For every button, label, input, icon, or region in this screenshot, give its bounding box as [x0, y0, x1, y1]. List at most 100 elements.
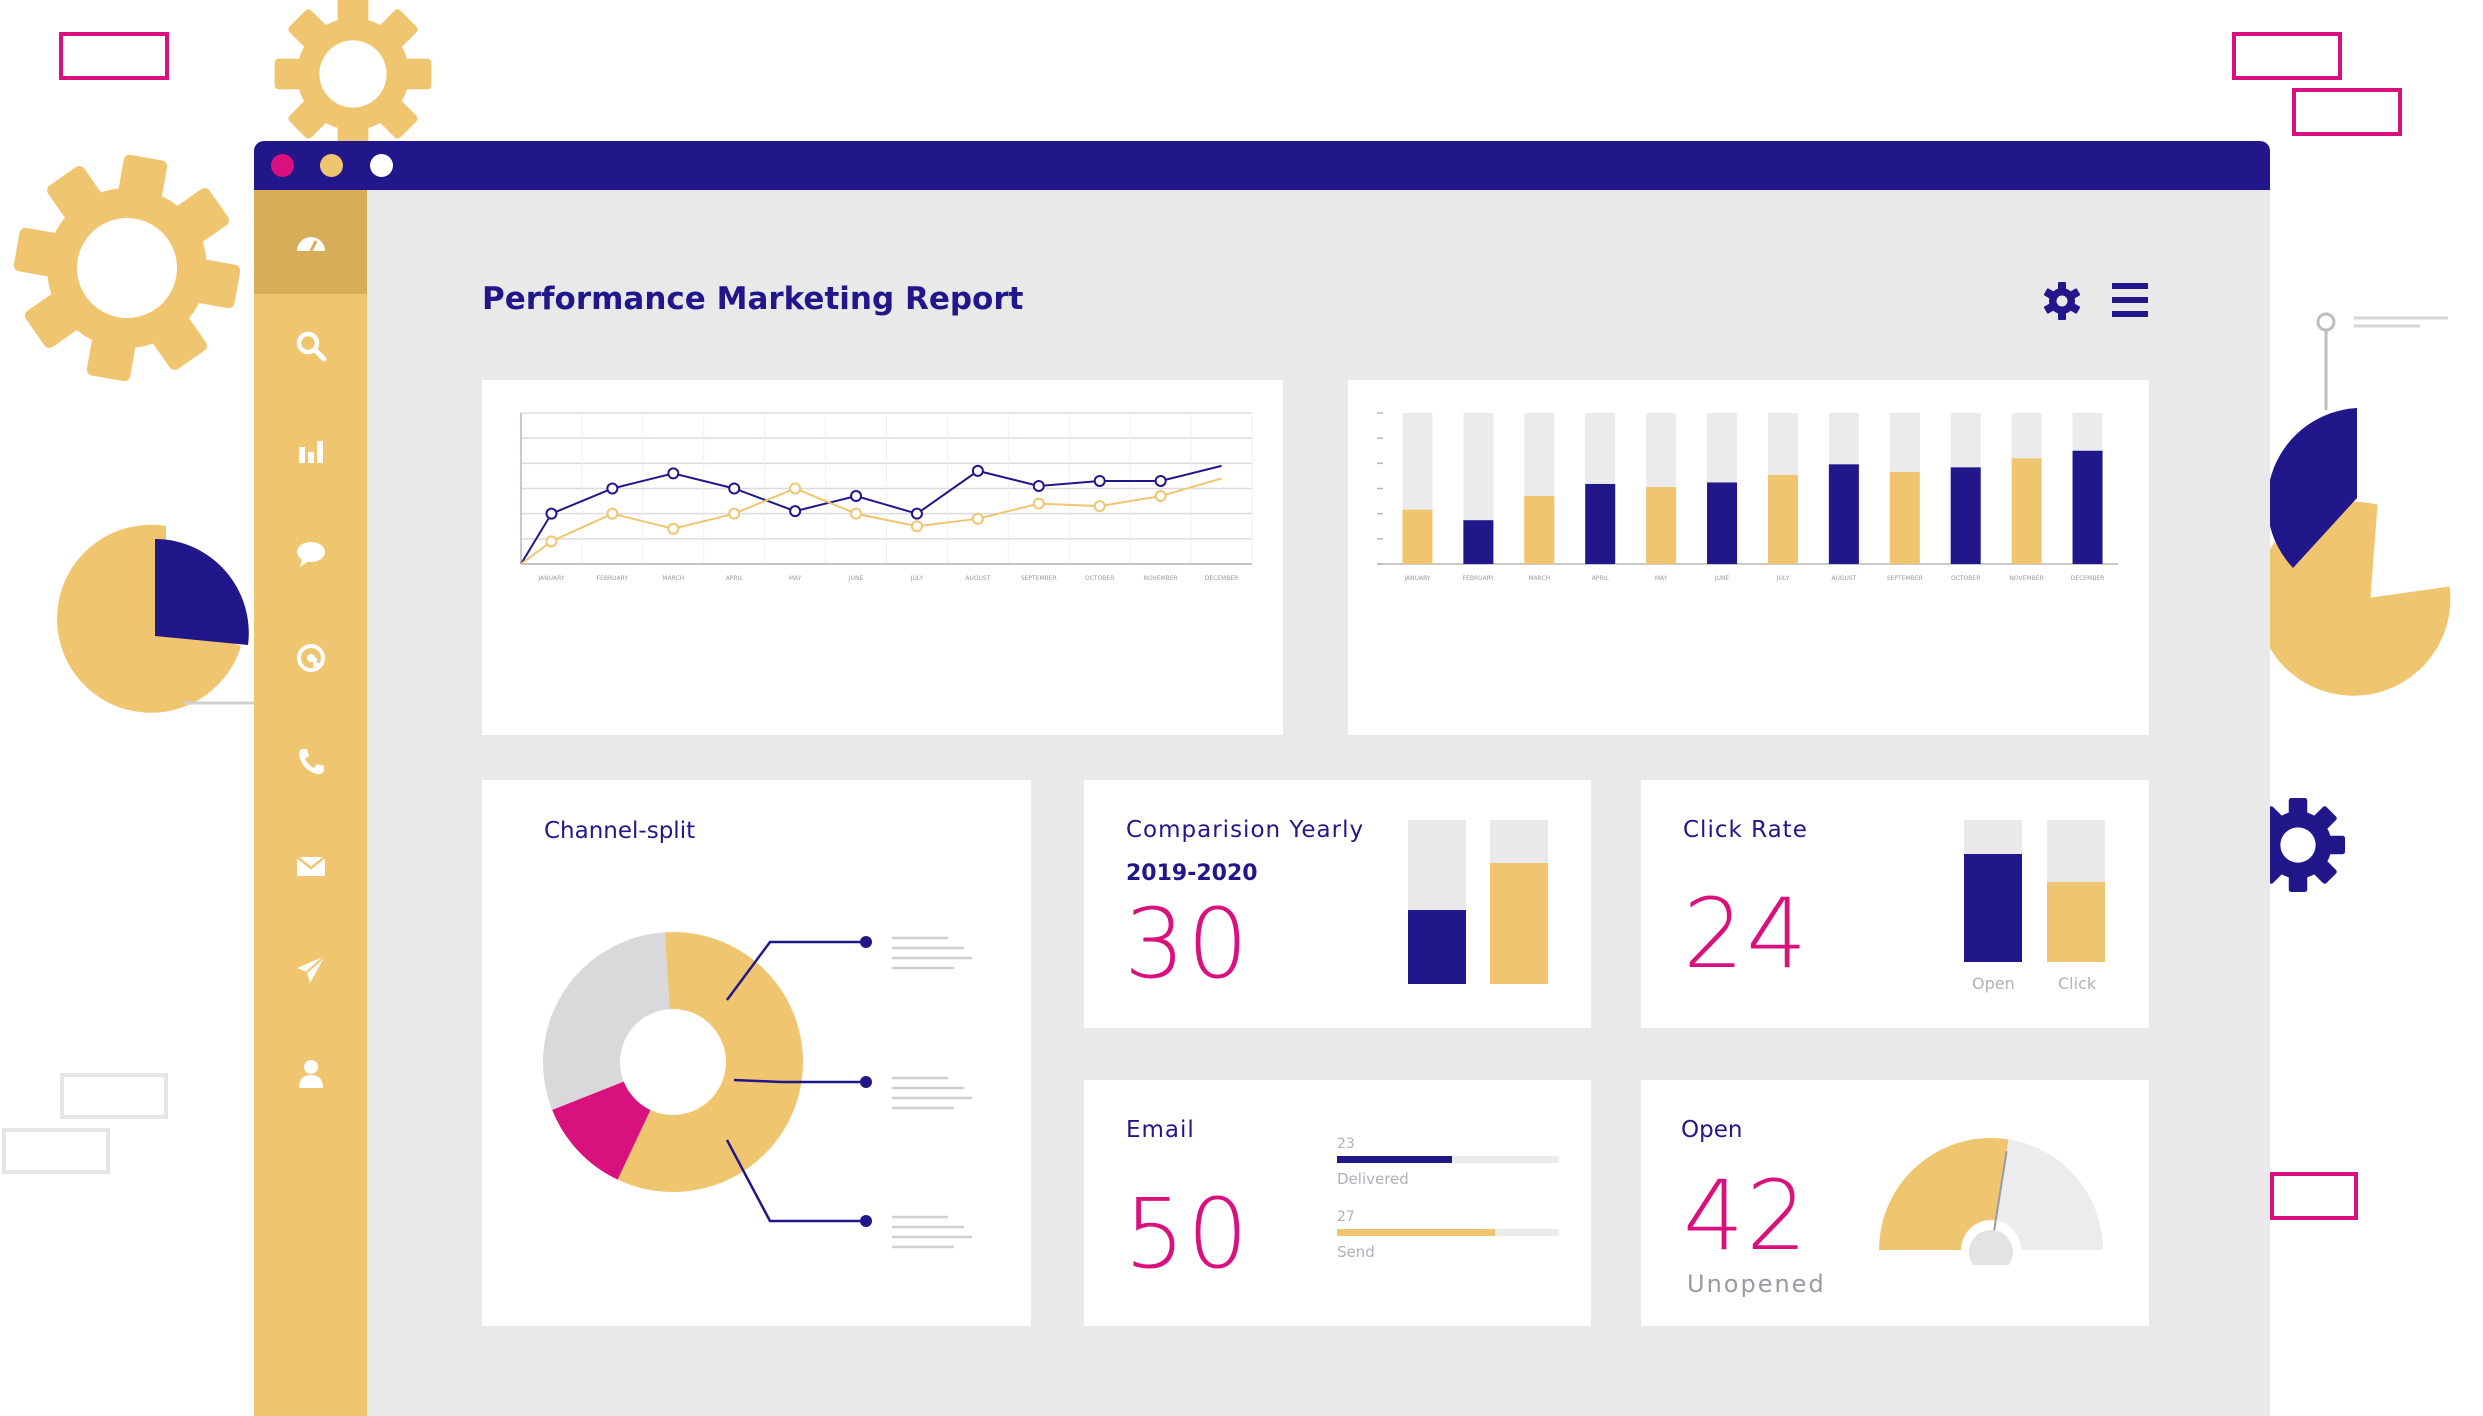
data-point [545, 507, 558, 520]
decor-pie-icon [57, 524, 241, 713]
data-point [1032, 479, 1045, 492]
bar [1767, 474, 1798, 564]
data-point [728, 482, 741, 495]
data-point [728, 507, 741, 520]
channel-split-title: Channel-split [544, 818, 696, 844]
data-point [971, 464, 984, 477]
search-icon [296, 331, 326, 362]
settings-button[interactable] [2042, 281, 2082, 321]
page-title: Performance Marketing Report [482, 281, 1024, 317]
sidebar-item-mail[interactable] [254, 814, 367, 918]
sidebar [254, 190, 367, 1416]
x-tick-label: OCTOBER [1951, 575, 1980, 582]
bar [1950, 467, 1981, 564]
gauge-track [1995, 1139, 2103, 1250]
sidebar-item-dashboard[interactable] [254, 190, 367, 294]
sidebar-item-reports[interactable] [254, 398, 367, 502]
menu-button[interactable] [2112, 281, 2148, 319]
open-card: Open 42 Unopened [1641, 1080, 2149, 1326]
decor-rectangle [2232, 32, 2342, 80]
sidebar-item-calls[interactable] [254, 710, 367, 814]
sidebar-item-send[interactable] [254, 918, 367, 1022]
x-tick-label: FEBRUARY [597, 575, 629, 582]
send-label: Send [1337, 1243, 1375, 1261]
data-point [667, 467, 680, 480]
data-point [606, 507, 619, 520]
x-tick-label: MARCH [662, 575, 684, 582]
click-rate-label: Click Rate [1683, 817, 1808, 843]
email-card: Email 50 23 Delivered 27 Send [1084, 1080, 1591, 1326]
bar [1889, 471, 1920, 564]
data-point [789, 505, 802, 518]
email-label: Email [1126, 1117, 1195, 1143]
data-point [1154, 490, 1167, 503]
comparison-bar [1408, 910, 1466, 984]
gear-icon [274, 0, 432, 153]
x-tick-label: AUGUST [1831, 575, 1856, 582]
bar-chart: JANUARY FEBRUARY MARCH APRIL MAY JUNE JULY AUGU… [1377, 412, 2118, 582]
sidebar-item-chat[interactable] [254, 502, 367, 606]
comparison-value: 30 [1124, 888, 1251, 1000]
click-rate-card: Click Rate 24 Open Click [1641, 780, 2149, 1028]
legend-dot [860, 1076, 872, 1088]
window-close-dot[interactable] [271, 154, 294, 177]
delivered-progress-fill [1337, 1156, 1453, 1163]
data-point [789, 482, 802, 495]
legend-dot [860, 1215, 872, 1227]
gear-icon [0, 138, 257, 398]
open-bar-track [1964, 820, 2022, 962]
delivered-progress-track [1337, 1156, 1559, 1163]
click-bar-track [2047, 820, 2105, 962]
user-icon [298, 1060, 323, 1088]
bar [1585, 483, 1616, 564]
data-point [1154, 474, 1167, 487]
x-tick-label: JULY [1776, 575, 1790, 582]
x-tick-label: DECEMBER [2071, 575, 2105, 582]
x-tick-label: DECEMBER [1205, 575, 1239, 582]
comparison-bar [1490, 862, 1548, 984]
sidebar-item-search[interactable] [254, 294, 367, 398]
comparison-period: 2019-2020 [1126, 861, 1258, 886]
window-titlebar [254, 141, 2270, 190]
legend-connector [733, 1078, 862, 1084]
legend-connector [725, 1139, 862, 1223]
decor-rectangle [59, 32, 169, 80]
sidebar-item-profile[interactable] [254, 1022, 367, 1126]
decor-rectangle [2270, 1172, 2358, 1220]
decor-rectangle [2, 1128, 110, 1174]
data-point [910, 507, 923, 520]
hamburger-menu-icon [2112, 283, 2148, 317]
send-count: 27 [1337, 1209, 1355, 1225]
click-bar-label: Click [2058, 974, 2097, 993]
sidebar-item-mentions[interactable] [254, 606, 367, 710]
x-tick-label: APRIL [1592, 575, 1610, 582]
x-tick-label: NOVEMBER [2009, 575, 2043, 582]
line-series [520, 477, 1222, 565]
x-tick-label: FEBRUARY [1463, 575, 1495, 582]
data-point [971, 512, 984, 525]
click-bar [2047, 882, 2105, 962]
x-tick-label: OCTOBER [1085, 575, 1114, 582]
x-tick-label: NOVEMBER [1143, 575, 1177, 582]
channel-split-card: Channel-split [482, 780, 1031, 1326]
x-tick-label: JULY [910, 575, 924, 582]
x-tick-label: JANUARY [537, 575, 565, 582]
data-point [910, 520, 923, 533]
window-maximize-dot[interactable] [370, 154, 393, 177]
decor-rectangle [2292, 88, 2402, 136]
line-series [520, 464, 1222, 565]
window-minimize-dot[interactable] [320, 154, 343, 177]
x-tick-label: MAY [1655, 575, 1668, 582]
phone-icon [298, 749, 324, 775]
dashboard-window: Performance Marketing Report JANUARY FEBR… [254, 141, 2270, 1416]
x-tick-label: JUNE [1714, 575, 1730, 582]
bar [1828, 464, 1859, 564]
open-value: 42 [1683, 1160, 1810, 1272]
data-point [667, 522, 680, 535]
data-point [1093, 500, 1106, 513]
x-tick-label: MAY [789, 575, 802, 582]
bar [1402, 509, 1433, 564]
donut-slice [543, 932, 670, 1110]
open-bar [1964, 854, 2022, 962]
